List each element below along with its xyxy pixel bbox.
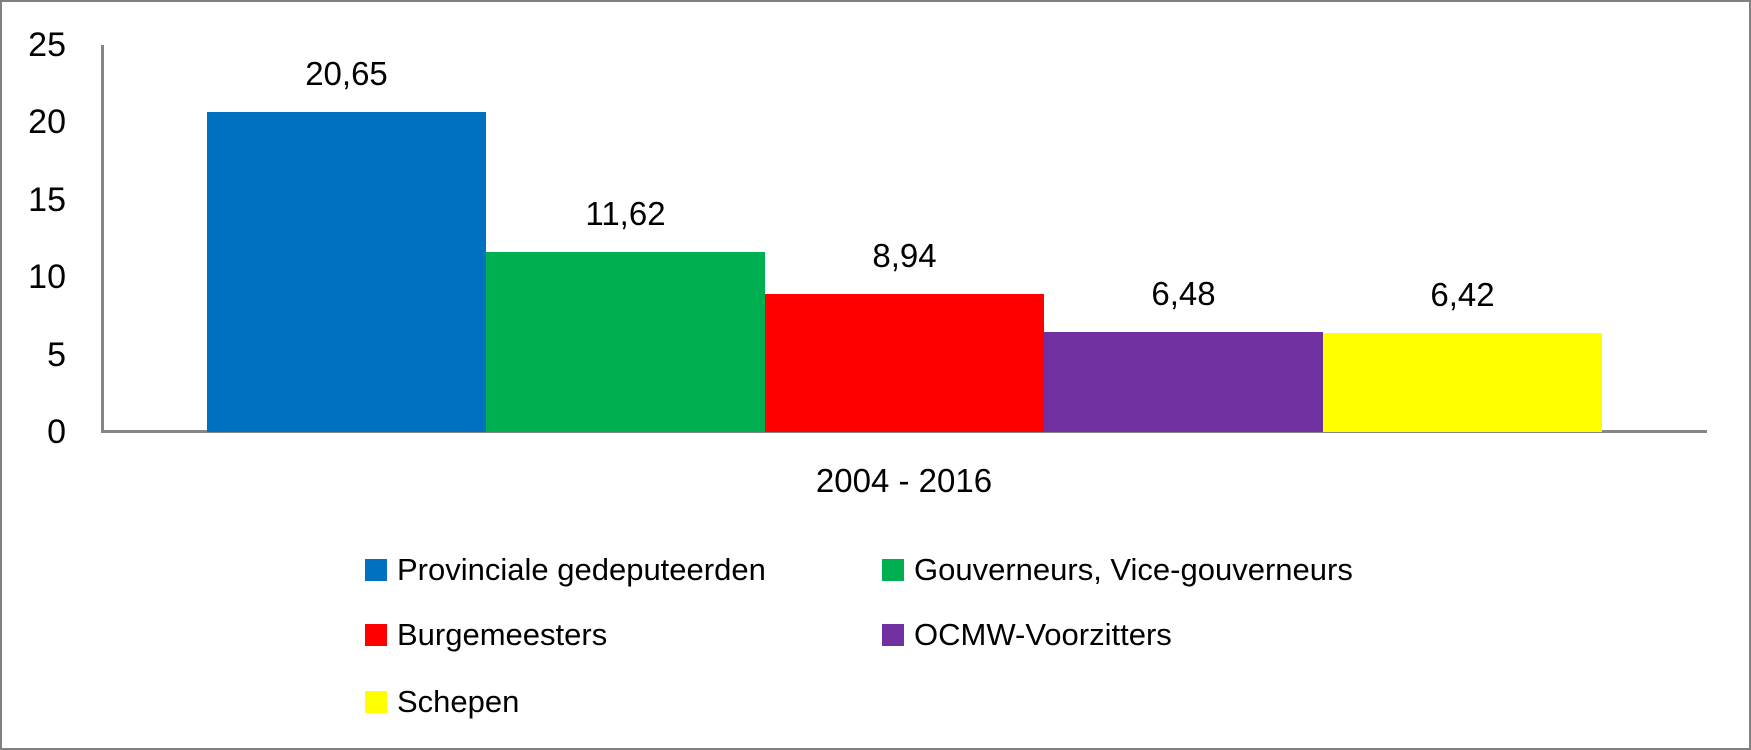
bar-3 — [765, 293, 1044, 432]
bar-2 — [486, 252, 765, 432]
bar-value-label: 11,62 — [585, 195, 666, 233]
legend-label: Provinciale gedeputeerden — [397, 552, 766, 587]
y-axis-line — [101, 45, 104, 433]
legend-swatch-icon — [365, 558, 387, 581]
y-tick-label: 20 — [28, 103, 66, 142]
x-axis-label: 2004 - 2016 — [815, 462, 993, 499]
bar-1 — [207, 112, 486, 432]
legend-item-5: Schepen — [365, 686, 519, 717]
legend-item-3: Burgemeesters — [365, 619, 607, 650]
legend-swatch-icon — [882, 623, 904, 646]
bar-value-label: 20,65 — [305, 55, 388, 93]
y-tick-label: 10 — [28, 258, 66, 297]
y-tick-label: 5 — [47, 335, 66, 374]
legend-label: OCMW-Voorzitters — [914, 617, 1172, 652]
legend-label: Schepen — [397, 684, 520, 719]
legend-swatch-icon — [365, 690, 387, 713]
legend-item-4: OCMW-Voorzitters — [882, 619, 1172, 650]
y-tick-label: 0 — [47, 413, 66, 451]
bar-value-label: 8,94 — [872, 236, 937, 274]
legend-swatch-icon — [365, 623, 387, 646]
bar-value-label: 6,42 — [1430, 275, 1495, 313]
legend-item-2: Gouverneurs, Vice-gouverneurs — [882, 554, 1353, 585]
bar-4 — [1044, 331, 1323, 432]
legend-label: Burgemeesters — [397, 617, 608, 652]
legend-item-1: Provinciale gedeputeerden — [365, 554, 766, 585]
bar-5 — [1323, 332, 1602, 432]
y-tick-label: 25 — [28, 26, 66, 64]
y-tick-label: 15 — [28, 180, 66, 219]
legend-label: Gouverneurs, Vice-gouverneurs — [914, 552, 1353, 587]
bar-value-label: 6,48 — [1151, 274, 1216, 312]
legend-swatch-icon — [882, 558, 904, 581]
